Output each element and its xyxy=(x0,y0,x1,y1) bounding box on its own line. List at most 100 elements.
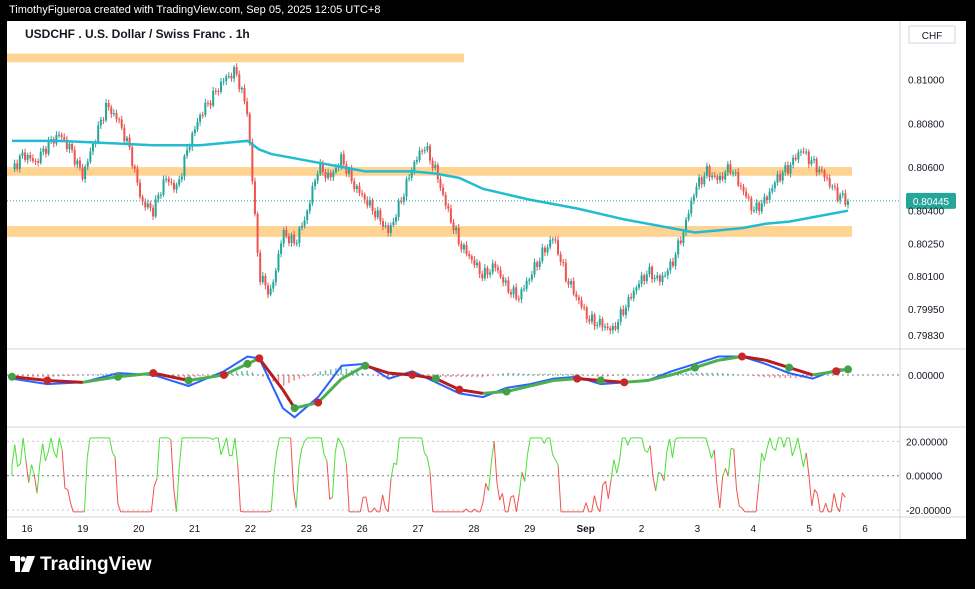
candle-body[interactable] xyxy=(698,177,701,187)
osc-slow-segment[interactable] xyxy=(223,362,249,377)
candle-body[interactable] xyxy=(212,90,215,106)
candle-body[interactable] xyxy=(363,194,366,200)
rsi-pane[interactable]: 20.00000 0.00000 -20.00000 xyxy=(7,437,951,517)
candle-body[interactable] xyxy=(444,194,447,206)
candle-body[interactable] xyxy=(58,134,61,136)
candle-body[interactable] xyxy=(630,296,633,299)
candle-body[interactable] xyxy=(452,222,455,231)
candle-body[interactable] xyxy=(162,179,165,195)
candle-body[interactable] xyxy=(476,262,479,266)
candle-body[interactable] xyxy=(253,181,256,214)
candle-body[interactable] xyxy=(97,125,100,143)
osc-slow-segment[interactable] xyxy=(117,371,154,379)
candle-body[interactable] xyxy=(225,76,228,82)
candle-body[interactable] xyxy=(256,213,259,253)
candle-body[interactable] xyxy=(227,75,230,77)
candle-body[interactable] xyxy=(671,261,674,266)
candle-body[interactable] xyxy=(567,281,570,285)
candle-body[interactable] xyxy=(826,177,829,179)
candle-body[interactable] xyxy=(167,178,170,182)
candle-body[interactable] xyxy=(131,147,134,167)
candle-body[interactable] xyxy=(376,210,379,218)
candle-body[interactable] xyxy=(264,275,267,286)
candle-body[interactable] xyxy=(392,221,395,226)
candle-body[interactable] xyxy=(235,67,238,75)
candle-body[interactable] xyxy=(831,186,834,188)
candle-body[interactable] xyxy=(387,225,390,233)
candle-body[interactable] xyxy=(635,287,638,291)
candle-body[interactable] xyxy=(614,326,617,330)
candle-body[interactable] xyxy=(509,292,512,295)
candle-body[interactable] xyxy=(844,193,847,205)
candle-body[interactable] xyxy=(379,210,382,222)
candle-body[interactable] xyxy=(316,173,319,181)
candle-body[interactable] xyxy=(47,140,50,154)
candle-body[interactable] xyxy=(78,160,81,168)
candle-body[interactable] xyxy=(418,150,421,161)
candle-body[interactable] xyxy=(115,113,118,120)
candle-body[interactable] xyxy=(766,196,769,200)
candle-body[interactable] xyxy=(606,326,609,329)
candle-body[interactable] xyxy=(308,203,311,211)
candle-body[interactable] xyxy=(734,172,737,174)
candle-body[interactable] xyxy=(489,272,492,275)
candle-body[interactable] xyxy=(110,107,113,115)
candle-body[interactable] xyxy=(669,261,672,271)
candle-body[interactable] xyxy=(34,161,37,163)
candle-body[interactable] xyxy=(643,275,646,282)
candle-body[interactable] xyxy=(89,151,92,162)
osc-cross-marker[interactable] xyxy=(184,376,193,385)
candle-body[interactable] xyxy=(68,143,71,150)
osc-slow-segment[interactable] xyxy=(152,371,189,382)
candle-body[interactable] xyxy=(295,243,298,245)
candle-body[interactable] xyxy=(442,187,445,195)
candle-body[interactable] xyxy=(807,151,810,165)
candle-body[interactable] xyxy=(204,102,207,116)
candle-body[interactable] xyxy=(395,216,398,222)
candle-body[interactable] xyxy=(690,200,693,214)
candle-body[interactable] xyxy=(559,254,562,262)
candle-body[interactable] xyxy=(823,170,826,178)
candle-body[interactable] xyxy=(180,176,183,180)
candle-body[interactable] xyxy=(217,91,220,93)
candle-body[interactable] xyxy=(107,102,110,108)
candle-body[interactable] xyxy=(512,287,515,295)
candle-body[interactable] xyxy=(645,274,648,282)
candle-body[interactable] xyxy=(63,137,66,140)
candle-body[interactable] xyxy=(609,328,612,331)
candle-body[interactable] xyxy=(374,210,377,218)
candle-body[interactable] xyxy=(272,282,275,289)
candle-body[interactable] xyxy=(473,259,476,266)
candle-body[interactable] xyxy=(805,151,808,153)
candle-body[interactable] xyxy=(144,201,147,208)
candle-body[interactable] xyxy=(426,146,429,151)
osc-slow-segment[interactable] xyxy=(788,366,814,377)
candle-body[interactable] xyxy=(789,164,792,174)
candle-body[interactable] xyxy=(199,114,202,122)
candle-body[interactable] xyxy=(726,164,729,173)
candle-body[interactable] xyxy=(384,225,387,227)
candle-body[interactable] xyxy=(711,175,714,178)
candle-body[interactable] xyxy=(786,165,789,174)
osc-cross-marker[interactable] xyxy=(502,387,511,396)
osc-slow-segment[interactable] xyxy=(694,358,719,370)
osc-cross-marker[interactable] xyxy=(832,367,841,376)
candle-body[interactable] xyxy=(687,213,690,220)
candle-body[interactable] xyxy=(794,157,797,160)
candle-body[interactable] xyxy=(128,137,131,148)
candle-body[interactable] xyxy=(178,179,181,185)
candle-body[interactable] xyxy=(86,161,89,167)
candle-body[interactable] xyxy=(123,127,126,142)
candle-body[interactable] xyxy=(462,244,465,250)
currency-box[interactable] xyxy=(908,25,956,44)
candle-body[interactable] xyxy=(546,247,549,253)
candle-body[interactable] xyxy=(797,152,800,160)
candle-body[interactable] xyxy=(355,185,358,190)
candle-body[interactable] xyxy=(238,74,241,90)
osc-slow-segment[interactable] xyxy=(258,357,285,391)
osc-cross-marker[interactable] xyxy=(149,369,158,378)
candle-body[interactable] xyxy=(624,307,627,315)
candle-body[interactable] xyxy=(721,175,724,180)
osc-cross-marker[interactable] xyxy=(738,352,747,361)
candle-body[interactable] xyxy=(39,151,42,163)
